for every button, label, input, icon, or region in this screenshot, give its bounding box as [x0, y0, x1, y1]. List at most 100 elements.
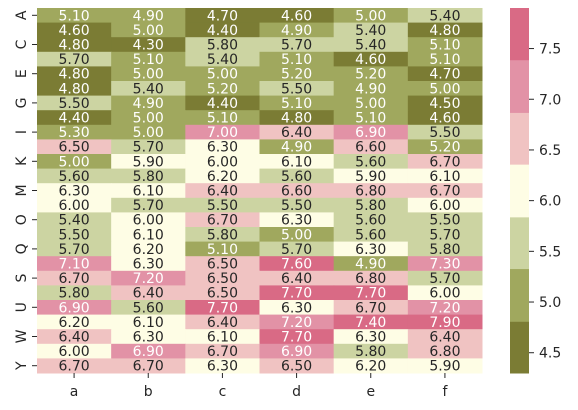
y-tick-label: M: [14, 184, 30, 196]
colorbar-segment: [510, 59, 529, 113]
cell-value-label: 4.90: [281, 140, 312, 156]
heatmap-cell: [37, 241, 112, 257]
x-tick-label: f: [442, 384, 448, 400]
heatmap-cell: [37, 227, 112, 243]
heatmap-cell: [333, 183, 409, 199]
heatmap-cell: [333, 270, 409, 286]
heatmap-cell: [333, 227, 409, 243]
heatmap-cell: [185, 183, 260, 199]
heatmap-cell: [37, 212, 112, 228]
cell-value-label: 5.70: [429, 227, 460, 243]
heatmap-cell: [111, 300, 186, 316]
heatmap-cell: [333, 154, 409, 170]
heatmap-cell: [407, 314, 483, 330]
cell-value-label: 6.10: [429, 169, 460, 185]
cell-value-label: 5.00: [133, 67, 164, 83]
cell-value-label: 6.00: [207, 154, 238, 170]
heatmap-cell: [111, 37, 186, 53]
cell-value-label: 7.20: [133, 271, 164, 287]
heatmap-cell: [259, 358, 335, 374]
heatmap-cell: [407, 197, 483, 213]
heatmap-cell: [333, 81, 409, 97]
cell-value-label: 6.20: [207, 169, 238, 185]
heatmap-cell: [407, 285, 483, 301]
heatmap-cell: [333, 110, 409, 126]
heatmap-cell: [407, 8, 483, 24]
cell-value-label: 6.20: [355, 359, 386, 375]
heatmap-cell: [185, 358, 260, 374]
heatmap-cell: [407, 154, 483, 170]
cell-value-label: 5.10: [281, 52, 312, 68]
heatmap-cell: [37, 343, 112, 359]
heatmap-cell: [407, 95, 483, 111]
cell-value-label: 6.80: [429, 344, 460, 360]
cell-value-label: 7.10: [58, 257, 89, 273]
heatmap-cell: [407, 343, 483, 359]
heatmap-cell: [37, 139, 112, 155]
cell-value-label: 5.00: [58, 154, 89, 170]
cell-value-label: 5.80: [207, 227, 238, 243]
heatmap-cell: [259, 66, 335, 82]
heatmap-cell: [37, 81, 112, 97]
heatmap-cell: [259, 51, 335, 67]
cell-value-label: 7.20: [281, 315, 312, 331]
cell-value-label: 6.10: [133, 315, 164, 331]
heatmap-cell: [111, 95, 186, 111]
cell-value-label: 6.30: [281, 213, 312, 229]
heatmap-cell: [37, 124, 112, 140]
cell-value-label: 5.80: [355, 198, 386, 214]
cell-value-label: 4.40: [58, 111, 89, 127]
cell-value-label: 7.70: [355, 286, 386, 302]
heatmap-cell: [185, 227, 260, 243]
heatmap-cell: [111, 154, 186, 170]
heatmap-cell: [111, 197, 186, 213]
cell-value-label: 4.70: [429, 67, 460, 83]
heatmap-cell: [333, 51, 409, 67]
cell-value-label: 7.90: [429, 315, 460, 331]
cell-value-label: 5.00: [429, 81, 460, 97]
cell-value-label: 6.00: [58, 344, 89, 360]
heatmap-cell: [259, 124, 335, 140]
cell-value-label: 4.60: [281, 8, 312, 24]
cell-value-label: 5.40: [133, 81, 164, 97]
cell-value-label: 5.40: [207, 52, 238, 68]
colorbar-tick-label: 5.0: [539, 295, 561, 311]
cell-value-label: 6.30: [207, 140, 238, 156]
cell-value-label: 6.40: [281, 271, 312, 287]
cell-value-label: 5.20: [355, 67, 386, 83]
cell-value-label: 6.30: [355, 330, 386, 346]
heatmap-cell: [333, 124, 409, 140]
heatmap-cell: [111, 212, 186, 228]
cell-value-label: 6.50: [281, 359, 312, 375]
heatmap-cell: [37, 256, 112, 272]
cell-value-label: 6.30: [207, 359, 238, 375]
heatmap-cell: [333, 300, 409, 316]
cell-value-label: 7.60: [281, 257, 312, 273]
heatmap-cell: [259, 314, 335, 330]
y-axis: A C E G I K M O Q S U W Y: [14, 10, 37, 371]
cell-value-label: 5.10: [207, 242, 238, 258]
heatmap-cell: [259, 285, 335, 301]
heatmap-cell: [37, 197, 112, 213]
cell-value-label: 4.50: [429, 96, 460, 112]
heatmap-cell: [333, 66, 409, 82]
heatmap-cell: [185, 343, 260, 359]
cell-value-label: 5.60: [133, 300, 164, 316]
cell-value-label: 4.80: [429, 23, 460, 39]
heatmap-cell: [333, 285, 409, 301]
heatmap-cell: [185, 81, 260, 97]
cell-value-label: 5.50: [281, 198, 312, 214]
cell-value-label: 5.70: [133, 140, 164, 156]
cell-value-label: 5.50: [58, 227, 89, 243]
heatmap-cell: [407, 66, 483, 82]
colorbar-segment: [510, 216, 529, 270]
heatmap-cell: [407, 110, 483, 126]
cell-value-label: 6.30: [133, 257, 164, 273]
cell-value-label: 5.50: [281, 81, 312, 97]
cell-value-label: 5.60: [281, 169, 312, 185]
heatmap-cell: [407, 22, 483, 38]
cell-value-label: 4.80: [58, 38, 89, 54]
heatmap-cell: [407, 168, 483, 184]
cell-value-label: 5.40: [58, 213, 89, 229]
y-tick-label: E: [14, 69, 30, 78]
